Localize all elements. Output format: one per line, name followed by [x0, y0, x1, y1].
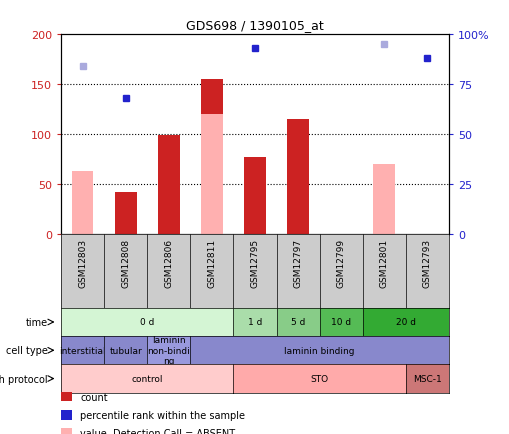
Text: GSM12799: GSM12799 [336, 238, 345, 287]
Text: control: control [131, 374, 163, 383]
Bar [201, 79, 222, 234]
Text: GSM12808: GSM12808 [121, 238, 130, 287]
Text: tubular: tubular [109, 346, 142, 355]
Text: cell type: cell type [6, 345, 48, 355]
Text: laminin binding: laminin binding [284, 346, 354, 355]
Text: time: time [26, 317, 48, 327]
Bar [201, 115, 222, 234]
Text: count: count [80, 392, 107, 401]
Text: 0 d: 0 d [140, 318, 154, 327]
Text: 1 d: 1 d [247, 318, 262, 327]
Text: GSM12797: GSM12797 [293, 238, 302, 287]
Text: GSM12803: GSM12803 [78, 238, 87, 287]
Text: growth protocol: growth protocol [0, 374, 48, 384]
Text: 5 d: 5 d [290, 318, 305, 327]
Text: 10 d: 10 d [330, 318, 351, 327]
Text: GSM12795: GSM12795 [250, 238, 259, 287]
Text: value, Detection Call = ABSENT: value, Detection Call = ABSENT [80, 428, 235, 434]
Title: GDS698 / 1390105_at: GDS698 / 1390105_at [186, 19, 323, 32]
Text: percentile rank within the sample: percentile rank within the sample [80, 410, 245, 420]
Text: GSM12801: GSM12801 [379, 238, 388, 287]
Text: laminin
non-bindi
ng: laminin non-bindi ng [147, 335, 190, 365]
Text: STO: STO [310, 374, 328, 383]
Text: GSM12811: GSM12811 [207, 238, 216, 287]
Bar [244, 158, 265, 234]
Text: GSM12806: GSM12806 [164, 238, 173, 287]
Text: interstitial: interstitial [60, 346, 106, 355]
Bar [158, 135, 179, 234]
Bar [72, 171, 93, 234]
Text: GSM12793: GSM12793 [422, 238, 431, 287]
Bar [373, 164, 394, 234]
Text: 20 d: 20 d [395, 318, 415, 327]
Text: MSC-1: MSC-1 [412, 374, 441, 383]
Bar [115, 192, 136, 234]
Bar [287, 119, 308, 234]
